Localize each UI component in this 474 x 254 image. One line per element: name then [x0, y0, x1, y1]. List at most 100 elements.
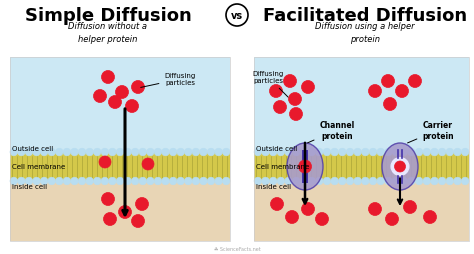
Bar — [254, 181, 469, 241]
Circle shape — [362, 178, 369, 185]
Circle shape — [184, 178, 192, 185]
Circle shape — [369, 149, 377, 156]
Circle shape — [283, 75, 297, 88]
Text: Outside cell: Outside cell — [12, 146, 53, 151]
Circle shape — [431, 178, 438, 185]
Circle shape — [292, 178, 300, 185]
Text: Carrier
protein: Carrier protein — [408, 121, 454, 143]
Circle shape — [395, 85, 409, 98]
Bar — [254, 58, 469, 152]
Circle shape — [142, 158, 154, 170]
Circle shape — [285, 211, 299, 224]
Circle shape — [382, 75, 394, 88]
Circle shape — [438, 178, 446, 185]
Circle shape — [438, 149, 446, 156]
Circle shape — [48, 178, 55, 185]
Circle shape — [423, 211, 437, 224]
Circle shape — [377, 149, 384, 156]
Circle shape — [285, 149, 292, 156]
Ellipse shape — [382, 144, 418, 190]
Circle shape — [292, 149, 300, 156]
Circle shape — [71, 149, 78, 156]
Text: Simple Diffusion: Simple Diffusion — [25, 7, 191, 25]
Circle shape — [423, 178, 430, 185]
Bar — [254, 58, 469, 241]
Circle shape — [270, 85, 283, 98]
Circle shape — [33, 178, 40, 185]
Text: Diffusing
particles: Diffusing particles — [252, 71, 288, 98]
Circle shape — [400, 178, 408, 185]
Circle shape — [71, 178, 78, 185]
Circle shape — [392, 149, 400, 156]
Text: Channel
protein: Channel protein — [308, 121, 355, 143]
Circle shape — [269, 149, 277, 156]
Text: Facilitated Diffusion: Facilitated Diffusion — [263, 7, 467, 25]
Circle shape — [93, 178, 101, 185]
Circle shape — [369, 178, 377, 185]
Circle shape — [93, 90, 107, 103]
Circle shape — [338, 178, 346, 185]
Circle shape — [308, 178, 315, 185]
Circle shape — [78, 149, 86, 156]
Circle shape — [40, 178, 48, 185]
Circle shape — [300, 149, 308, 156]
Circle shape — [55, 178, 63, 185]
Circle shape — [446, 178, 454, 185]
Circle shape — [93, 149, 101, 156]
Circle shape — [300, 178, 308, 185]
Circle shape — [316, 213, 328, 226]
Circle shape — [25, 149, 33, 156]
Circle shape — [18, 149, 25, 156]
Circle shape — [290, 108, 302, 121]
Circle shape — [169, 178, 177, 185]
Circle shape — [48, 149, 55, 156]
Circle shape — [408, 178, 415, 185]
Circle shape — [391, 158, 409, 176]
Circle shape — [254, 149, 262, 156]
Circle shape — [124, 149, 131, 156]
Circle shape — [184, 149, 192, 156]
Text: Diffusion using a helper
protein: Diffusion using a helper protein — [315, 22, 415, 43]
Text: Diffusion without a
helper protein: Diffusion without a helper protein — [69, 22, 147, 43]
Circle shape — [215, 178, 222, 185]
Circle shape — [222, 178, 230, 185]
Circle shape — [415, 149, 423, 156]
Circle shape — [271, 198, 283, 211]
Circle shape — [415, 178, 423, 185]
Circle shape — [392, 178, 400, 185]
Circle shape — [285, 178, 292, 185]
Circle shape — [362, 149, 369, 156]
Text: Diffusing
particles: Diffusing particles — [141, 73, 196, 88]
Circle shape — [323, 149, 331, 156]
Circle shape — [346, 149, 354, 156]
Circle shape — [177, 178, 184, 185]
Text: vs: vs — [231, 11, 243, 21]
Circle shape — [454, 178, 461, 185]
Circle shape — [384, 178, 392, 185]
Bar — [10, 58, 230, 241]
Circle shape — [394, 161, 405, 172]
Circle shape — [207, 149, 215, 156]
Circle shape — [338, 149, 346, 156]
Circle shape — [63, 178, 71, 185]
Circle shape — [109, 96, 121, 109]
Circle shape — [408, 149, 415, 156]
Circle shape — [139, 178, 146, 185]
Circle shape — [301, 203, 315, 216]
Bar — [10, 152, 230, 181]
Circle shape — [368, 85, 382, 98]
Circle shape — [207, 178, 215, 185]
Circle shape — [131, 149, 139, 156]
Circle shape — [136, 198, 148, 211]
Circle shape — [109, 149, 116, 156]
Circle shape — [33, 149, 40, 156]
Circle shape — [200, 178, 207, 185]
Circle shape — [10, 178, 18, 185]
Circle shape — [277, 149, 285, 156]
Circle shape — [384, 149, 392, 156]
Circle shape — [10, 149, 18, 156]
Circle shape — [131, 178, 139, 185]
Circle shape — [461, 149, 469, 156]
Text: Outside cell: Outside cell — [256, 146, 297, 151]
Circle shape — [116, 178, 124, 185]
